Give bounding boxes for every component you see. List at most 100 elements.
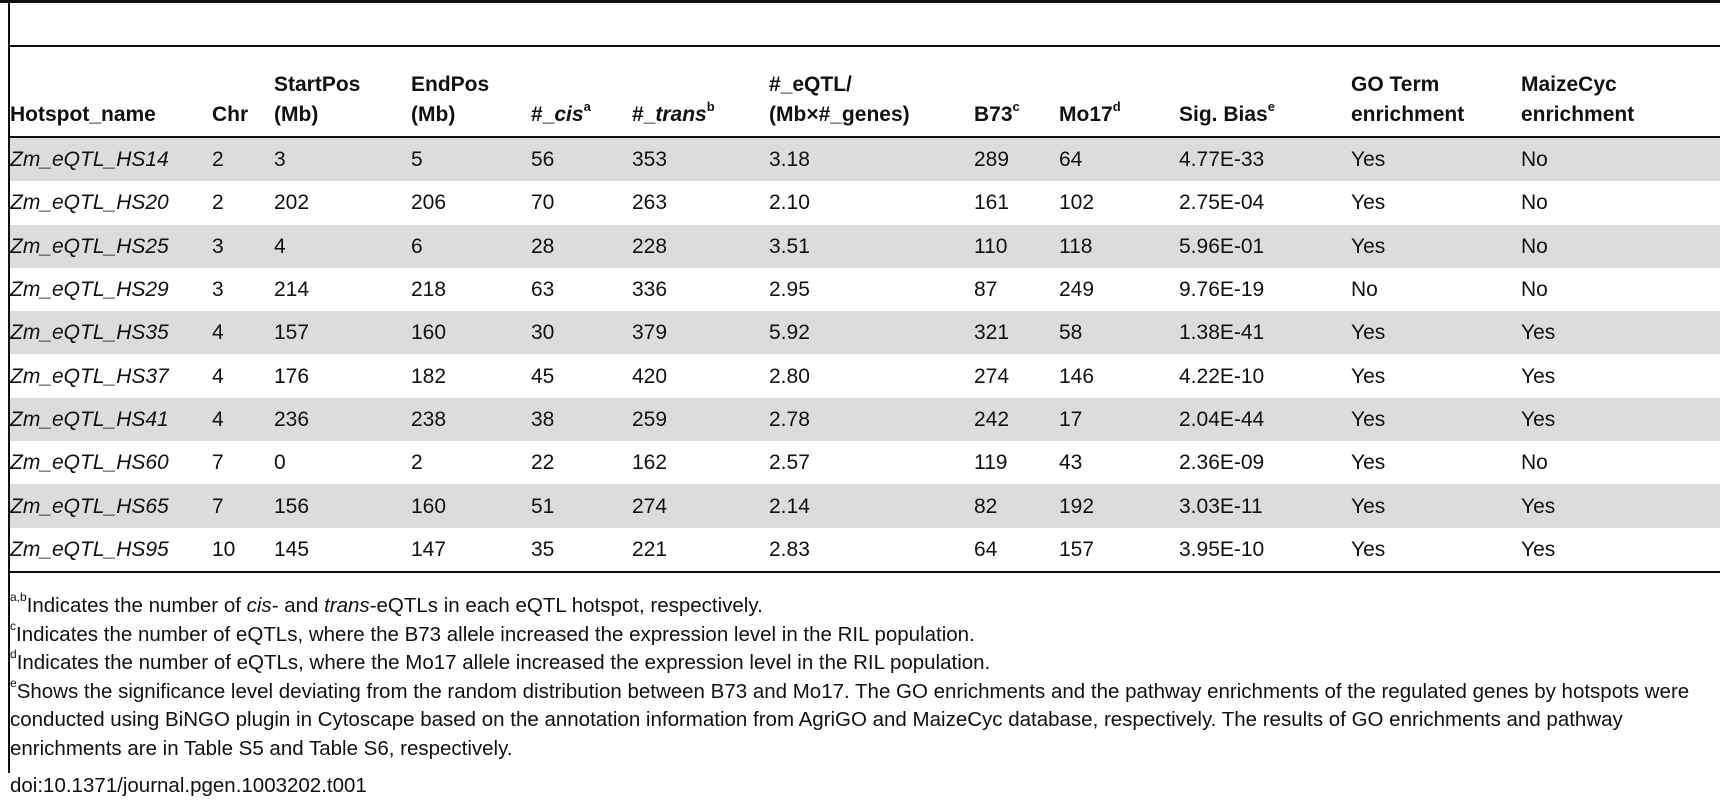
cell-chr: 7 (212, 484, 274, 528)
table-row: Zm_eQTL_HS35 4 157 160 30 379 5.92 321 58 1.38E-4… (10, 311, 1720, 355)
cell-endpos: 218 (411, 278, 447, 302)
left-rule (8, 0, 10, 773)
col-hotspot-name: Hotspot_name (10, 48, 212, 138)
cell-go-term: Yes (1351, 451, 1386, 475)
footnote-c: cIndicates the number of eQTLs, where th… (10, 618, 975, 646)
col-chr: Chr (212, 48, 274, 138)
cell-b73: 321 (974, 311, 1059, 355)
footnote-ab: a,bIndicates the number of cis- and tran… (10, 590, 763, 617)
table-body: Zm_eQTL_HS14 2 3 5 56 353 3.18 289 64 4.77E-33 Yes… (10, 137, 1720, 573)
cell-cis: 51 (531, 484, 632, 528)
cell-cis: 30 (531, 311, 632, 355)
doi-line: doi:10.1371/journal.pgen.1003202.t001 (10, 774, 367, 797)
col-trans: #_transb (632, 48, 769, 138)
cell-hotspot-name: Zm_eQTL_HS20 (10, 191, 169, 215)
cell-cis: 28 (531, 224, 632, 268)
cell-chr: 2 (212, 191, 224, 215)
cell-cis: 63 (531, 278, 555, 302)
cell-chr: 2 (212, 137, 274, 182)
cell-startpos: 157 (274, 311, 411, 355)
col-mo17: Mo17d (1059, 48, 1179, 138)
cell-maizecyc: Yes (1521, 364, 1556, 388)
cell-trans: 162 (632, 451, 668, 475)
cell-sig-bias: 2.04E-44 (1179, 397, 1351, 442)
cell-endpos: 238 (411, 397, 531, 442)
table-row: Zm_eQTL_HS25 3 4 6 28 228 3.51 110 118 5.96E-01 Ye… (10, 224, 1720, 268)
cell-b73: 274 (974, 364, 1010, 388)
cell-chr: 4 (212, 364, 224, 388)
cell-sig-bias: 3.95E-10 (1179, 527, 1351, 573)
cell-trans: 274 (632, 484, 769, 528)
cell-go-term: Yes (1351, 191, 1386, 215)
cell-go-term: No (1351, 278, 1378, 302)
cell-go-term: Yes (1351, 364, 1386, 388)
cell-eqtl-density: 3.51 (769, 224, 974, 268)
cell-cis: 45 (531, 364, 555, 388)
cell-b73: 87 (974, 278, 998, 302)
cell-maizecyc: No (1521, 224, 1720, 268)
cell-endpos: 147 (411, 527, 531, 573)
cell-trans: 336 (632, 278, 668, 302)
col-go-term: GO Term enrichment (1351, 48, 1521, 138)
cell-b73: 119 (974, 451, 1008, 475)
cell-startpos: 214 (274, 278, 310, 302)
cell-startpos: 236 (274, 397, 411, 442)
cell-endpos: 2 (411, 451, 423, 475)
cell-cis: 56 (531, 137, 632, 182)
cell-startpos: 156 (274, 484, 411, 528)
cell-b73: 64 (974, 527, 1059, 573)
cell-b73: 242 (974, 397, 1059, 442)
cell-b73: 289 (974, 137, 1059, 182)
col-eqtl-density: #_eQTL/(Mb×#_genes) (769, 48, 974, 138)
cell-mo17: 157 (1059, 527, 1179, 573)
cell-sig-bias: 2.36E-09 (1179, 451, 1265, 475)
col-cis: #_cisa (531, 48, 632, 138)
cell-cis: 70 (531, 191, 555, 215)
cell-trans: 353 (632, 137, 769, 182)
cell-maizecyc: Yes (1521, 484, 1720, 528)
cell-go-term: Yes (1351, 527, 1521, 573)
footnotes: a,bIndicates the number of cis- and tran… (10, 590, 1715, 764)
table-header: Hotspot_name Chr StartPos (Mb) EndPos (Mb)… (10, 48, 1720, 138)
cell-eqtl-density: 2.95 (769, 278, 810, 302)
cell-sig-bias: 4.22E-10 (1179, 364, 1265, 388)
table-row: Zm_eQTL_HS29 3 214 218 63 336 2.95 87 249 9.76E-1… (10, 268, 1720, 311)
cell-startpos: 202 (274, 191, 310, 215)
cell-chr: 4 (212, 311, 274, 355)
cell-mo17: 102 (1059, 191, 1095, 215)
table-row: Zm_eQTL_HS41 4 236 238 38 259 2.78 242 17 2.04E-4… (10, 397, 1720, 442)
cell-b73: 110 (974, 224, 1059, 268)
col-maizecyc: MaizeCyc enrichment (1521, 48, 1720, 138)
cell-maizecyc: Yes (1521, 527, 1720, 573)
cell-eqtl-density: 2.80 (769, 364, 810, 388)
cell-cis: 38 (531, 397, 632, 442)
cell-trans: 221 (632, 527, 769, 573)
cell-mo17: 192 (1059, 484, 1179, 528)
table-row: Zm_eQTL_HS20 2 202 206 70 263 2.10 161 102 2.75E-… (10, 181, 1720, 224)
cell-hotspot-name: Zm_eQTL_HS14 (10, 137, 212, 182)
cell-hotspot-name: Zm_eQTL_HS65 (10, 484, 212, 528)
cell-sig-bias: 3.03E-11 (1179, 484, 1351, 528)
table-top-rule (10, 45, 1720, 47)
cell-startpos: 145 (274, 527, 411, 573)
cell-maizecyc: No (1521, 451, 1548, 475)
cell-chr: 3 (212, 278, 224, 302)
cell-mo17: 64 (1059, 137, 1179, 182)
cell-eqtl-density: 5.92 (769, 311, 974, 355)
cell-maizecyc: No (1521, 137, 1720, 182)
cell-b73: 161 (974, 191, 1010, 215)
cell-endpos: 182 (411, 364, 447, 388)
table-row: Zm_eQTL_HS14 2 3 5 56 353 3.18 289 64 4.77E-33 Yes… (10, 137, 1720, 182)
top-rule (0, 0, 1720, 3)
cell-sig-bias: 5.96E-01 (1179, 224, 1351, 268)
cell-trans: 420 (632, 364, 668, 388)
cell-endpos: 160 (411, 311, 531, 355)
cell-mo17: 58 (1059, 311, 1179, 355)
table-row: Zm_eQTL_HS60 7 0 2 22 162 2.57 119 43 2.36E-09 Yes… (10, 441, 1720, 484)
cell-startpos: 3 (274, 137, 411, 182)
cell-eqtl-density: 2.83 (769, 527, 974, 573)
cell-cis: 35 (531, 527, 632, 573)
cell-go-term: Yes (1351, 224, 1521, 268)
cell-eqtl-density: 3.18 (769, 137, 974, 182)
